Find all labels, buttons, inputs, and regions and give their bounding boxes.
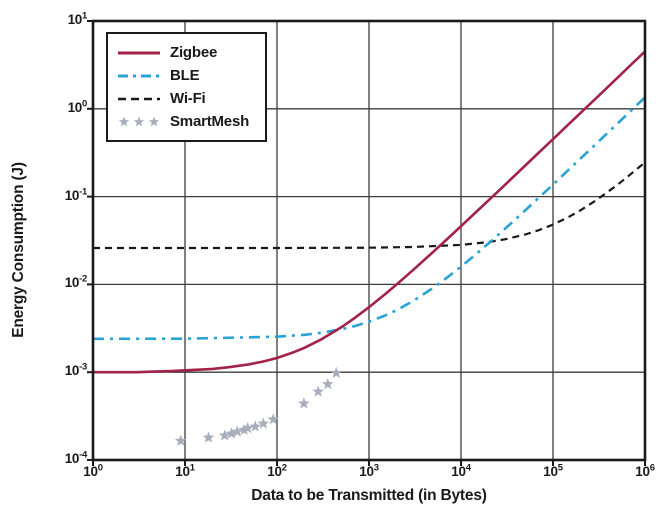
y-tick-label-1e0: 100 xyxy=(67,98,88,115)
legend-label-smartmesh: SmartMesh xyxy=(170,113,250,130)
legend-item-smartmesh: SmartMesh xyxy=(117,110,249,133)
legend-star-glyph xyxy=(118,116,130,126)
legend-label-zigbee: Zigbee xyxy=(170,44,218,61)
wifi-line-sample-icon xyxy=(118,97,160,100)
series-smartmesh-star-marker xyxy=(238,423,251,435)
y-tick-label-1e-2: 10-2 xyxy=(64,273,88,291)
x-tick-label-1e4: 104 xyxy=(451,462,471,479)
legend-star-glyph xyxy=(148,116,160,126)
x-axis-label: Data to be Transmitted (in Bytes) xyxy=(251,487,487,504)
series-smartmesh-star-marker xyxy=(218,429,231,441)
x-tick-label-1e1: 101 xyxy=(175,462,195,479)
y-tick-label-1e-1: 10-1 xyxy=(64,186,88,203)
series-smartmesh-star-marker xyxy=(231,425,244,437)
series-smartmesh-star-marker xyxy=(257,417,270,429)
x-tick-label-1e6: 106 xyxy=(635,462,655,479)
series-smartmesh-star-marker xyxy=(330,366,343,378)
x-tick-label-1e2: 102 xyxy=(267,462,287,479)
zigbee-line-sample-icon xyxy=(118,51,160,54)
series-smartmesh-star-marker xyxy=(174,434,187,446)
smartmesh-star-sample-icon xyxy=(118,116,160,126)
y-tick-label-1e-4: 10-4 xyxy=(64,449,88,466)
x-tick-label-1e3: 103 xyxy=(359,462,379,479)
x-tick-label-1e5: 105 xyxy=(543,462,563,479)
x-tick-label-1e0: 100 xyxy=(83,462,103,479)
legend-label-ble: BLE xyxy=(170,67,200,84)
y-tick-label-1e-3: 10-3 xyxy=(64,361,88,379)
plot-frame xyxy=(91,19,647,462)
legend-label-wifi: Wi-Fi xyxy=(170,90,206,107)
ble-line-sample-icon xyxy=(118,74,160,77)
legend-star-glyph xyxy=(133,116,145,126)
legend-item-ble: BLE xyxy=(117,64,249,87)
series-smartmesh-star-marker xyxy=(249,420,262,432)
series-smartmesh-star-marker xyxy=(298,397,310,409)
series-zigbee-curve xyxy=(93,50,646,374)
series-smartmesh-star-marker xyxy=(202,431,215,443)
series-smartmesh-star-marker xyxy=(241,422,254,434)
series-smartmesh-star-marker xyxy=(312,385,324,397)
series-smartmesh-star-marker xyxy=(321,378,334,390)
y-tick-label-1e1: 101 xyxy=(67,10,88,27)
series-wifi-curve xyxy=(93,161,646,250)
legend-item-wifi: Wi-Fi xyxy=(117,87,249,110)
series-smartmesh-star-marker xyxy=(225,427,238,439)
legend-item-zigbee: Zigbee xyxy=(117,41,249,64)
legend: Zigbee BLE Wi-Fi SmartMesh xyxy=(106,32,268,142)
series-smartmesh-star-marker xyxy=(267,413,280,425)
